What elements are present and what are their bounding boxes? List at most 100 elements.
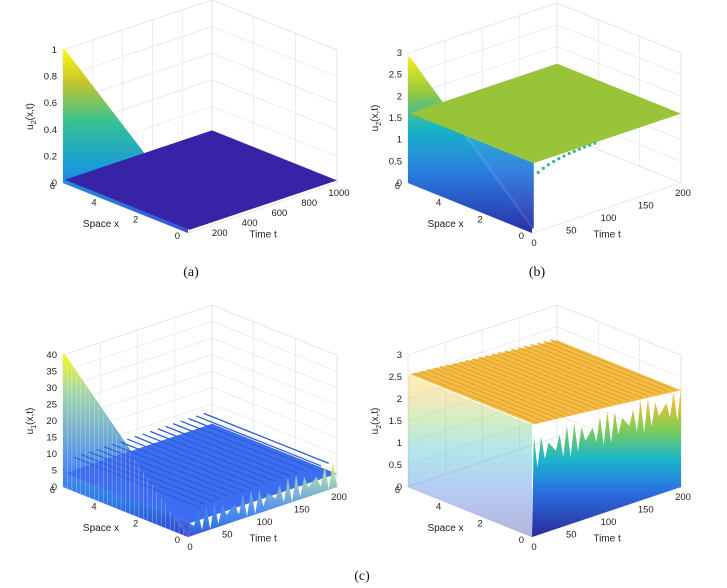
surface-ripple (582, 145, 587, 149)
surface-ridge (111, 443, 238, 495)
surface-ridge (530, 343, 656, 396)
caption-a: (a) (183, 265, 199, 280)
z-tick-label: 2 (397, 91, 402, 102)
z-tick-label: 2 (397, 394, 402, 405)
t-tick-label: 100 (601, 517, 617, 528)
surface-ridge (203, 412, 329, 464)
x-tick-label: 6 (50, 181, 55, 192)
x-tick-label: 6 (395, 485, 400, 496)
z-tick-label: 15 (46, 433, 57, 444)
surface (63, 354, 338, 537)
x-axis-label: Space x (427, 523, 463, 534)
surface-ripple (588, 143, 592, 147)
surface-ripple (536, 170, 540, 175)
surface-ridge (478, 356, 604, 408)
z-tick-label: 30 (46, 383, 57, 394)
surface-ridge (459, 361, 584, 413)
surface-ridge (149, 430, 276, 482)
z-tick-label: 35 (46, 367, 57, 378)
x-tick-label: 2 (133, 518, 138, 529)
surface-ridge (511, 348, 636, 400)
z-tick-label: 0 (52, 178, 57, 189)
surface-ripple (567, 152, 571, 156)
t-tick-label: 600 (271, 208, 287, 219)
surface-ridge (446, 364, 571, 416)
surface-ridge (81, 453, 207, 506)
t-tick-label: 150 (638, 201, 654, 212)
surface-ripple (557, 157, 561, 161)
z-tick-label: 5 (52, 466, 57, 477)
z-tick-label: 1 (52, 45, 57, 56)
surface-ridge (420, 370, 545, 423)
t-tick-label: 1000 (328, 188, 349, 199)
t-tick-label: 50 (566, 530, 577, 541)
surface-ridge (433, 367, 558, 419)
surface-ridge (157, 428, 284, 480)
x-tick-label: 6 (395, 181, 400, 192)
surface-ridge (188, 417, 314, 470)
t-axis-label: Time t (249, 534, 277, 545)
x-tick-label: 0 (519, 535, 524, 546)
surface-ripple (541, 166, 545, 170)
surface (408, 56, 681, 234)
surface-ridge (485, 355, 610, 407)
z-tick-label: 2.5 (389, 70, 402, 81)
surface-ripple (552, 159, 556, 164)
t-tick-label: 100 (601, 213, 617, 224)
t-tick-label: 400 (242, 218, 258, 229)
surface-initial-edge (408, 374, 532, 537)
surface-ripple (577, 147, 582, 151)
surface-ridge (134, 435, 261, 488)
caption-c: (c) (354, 569, 370, 584)
t-tick-label: 0 (531, 542, 536, 553)
t-axis-label: Time t (249, 230, 277, 241)
z-tick-label: 25 (46, 400, 57, 411)
x-tick-label: 0 (175, 231, 180, 242)
surface-ridge (180, 420, 307, 472)
z-tick-label: 0.2 (44, 151, 57, 162)
z-axis-label: u2(x,t) (370, 408, 383, 435)
surface-ridge (165, 425, 291, 477)
caption-b: (b) (529, 265, 546, 280)
surface-ripple (546, 163, 551, 167)
x-tick-label: 4 (91, 198, 96, 209)
x-tick-label: 0 (519, 231, 524, 242)
x-tick-label: 4 (436, 198, 441, 209)
surface-ridge (537, 342, 662, 394)
surface-ridge (439, 366, 565, 418)
surface-ridge (452, 363, 578, 415)
z-tick-label: 0.5 (389, 460, 402, 471)
t-axis-label: Time t (593, 534, 621, 545)
surface-ridge (472, 358, 597, 410)
t-axis-label: Time t (593, 230, 621, 241)
x-axis-label: Space x (83, 523, 119, 534)
t-tick-label: 200 (212, 228, 228, 239)
x-axis-label: Space x (427, 219, 463, 230)
x-axis-label: Space x (83, 219, 119, 230)
surface-steady-plane (64, 130, 338, 230)
surface-ridge (426, 369, 552, 421)
z-tick-label: 0.6 (44, 98, 57, 109)
x-tick-label: 0 (175, 535, 180, 546)
z-tick-label: 0 (397, 178, 402, 189)
surface (408, 339, 681, 537)
surface-ridge (517, 347, 643, 399)
t-tick-label: 200 (675, 492, 691, 503)
z-tick-label: 0 (397, 482, 402, 493)
surface-ridge (524, 345, 649, 397)
surface-ridge (413, 372, 539, 424)
surface-ridge (172, 423, 299, 475)
z-tick-label: 10 (46, 449, 57, 460)
z-tick-label: 1 (397, 135, 402, 146)
x-tick-label: 6 (50, 485, 55, 496)
surface-ridge (119, 441, 245, 493)
z-tick-label: 0.5 (389, 156, 402, 167)
surface (63, 49, 338, 233)
t-tick-label: 0 (187, 542, 192, 553)
t-tick-label: 100 (257, 517, 273, 528)
z-tick-label: 0 (52, 482, 57, 493)
z-tick-label: 3 (397, 48, 402, 59)
surface-ridge (491, 353, 617, 405)
